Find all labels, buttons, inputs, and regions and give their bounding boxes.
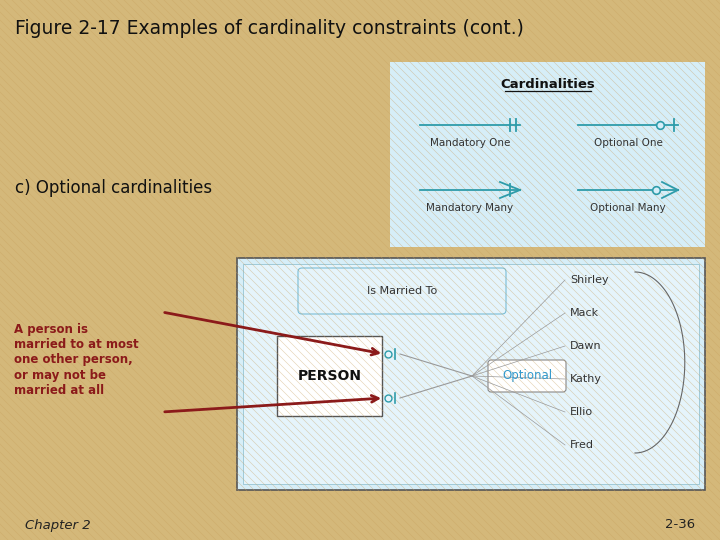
Text: A person is
married to at most
one other person,
or may not be
married at all: A person is married to at most one other…: [14, 323, 139, 396]
Text: Figure 2-17 Examples of cardinality constraints (cont.): Figure 2-17 Examples of cardinality cons…: [15, 18, 524, 37]
Text: 2-36: 2-36: [665, 518, 695, 531]
Text: Is Married To: Is Married To: [367, 286, 437, 296]
Text: Dawn: Dawn: [570, 341, 602, 351]
Text: Shirley: Shirley: [570, 275, 608, 285]
Text: Optional: Optional: [502, 369, 552, 382]
FancyBboxPatch shape: [390, 62, 705, 247]
FancyBboxPatch shape: [277, 336, 382, 416]
FancyBboxPatch shape: [488, 360, 566, 392]
Text: Chapter 2: Chapter 2: [25, 518, 91, 531]
Text: Kathy: Kathy: [570, 374, 602, 384]
Text: Optional Many: Optional Many: [590, 203, 666, 213]
Text: Ellio: Ellio: [570, 407, 593, 417]
FancyBboxPatch shape: [237, 258, 705, 490]
FancyBboxPatch shape: [298, 268, 506, 314]
Text: Mack: Mack: [570, 308, 599, 318]
FancyBboxPatch shape: [243, 264, 699, 484]
Text: Fred: Fred: [570, 440, 594, 450]
Text: Cardinalities: Cardinalities: [500, 78, 595, 91]
Text: Mandatory Many: Mandatory Many: [426, 203, 513, 213]
Text: PERSON: PERSON: [297, 369, 361, 383]
Text: Optional One: Optional One: [593, 138, 662, 148]
Text: c) Optional cardinalities: c) Optional cardinalities: [15, 179, 212, 197]
Text: Mandatory One: Mandatory One: [430, 138, 510, 148]
